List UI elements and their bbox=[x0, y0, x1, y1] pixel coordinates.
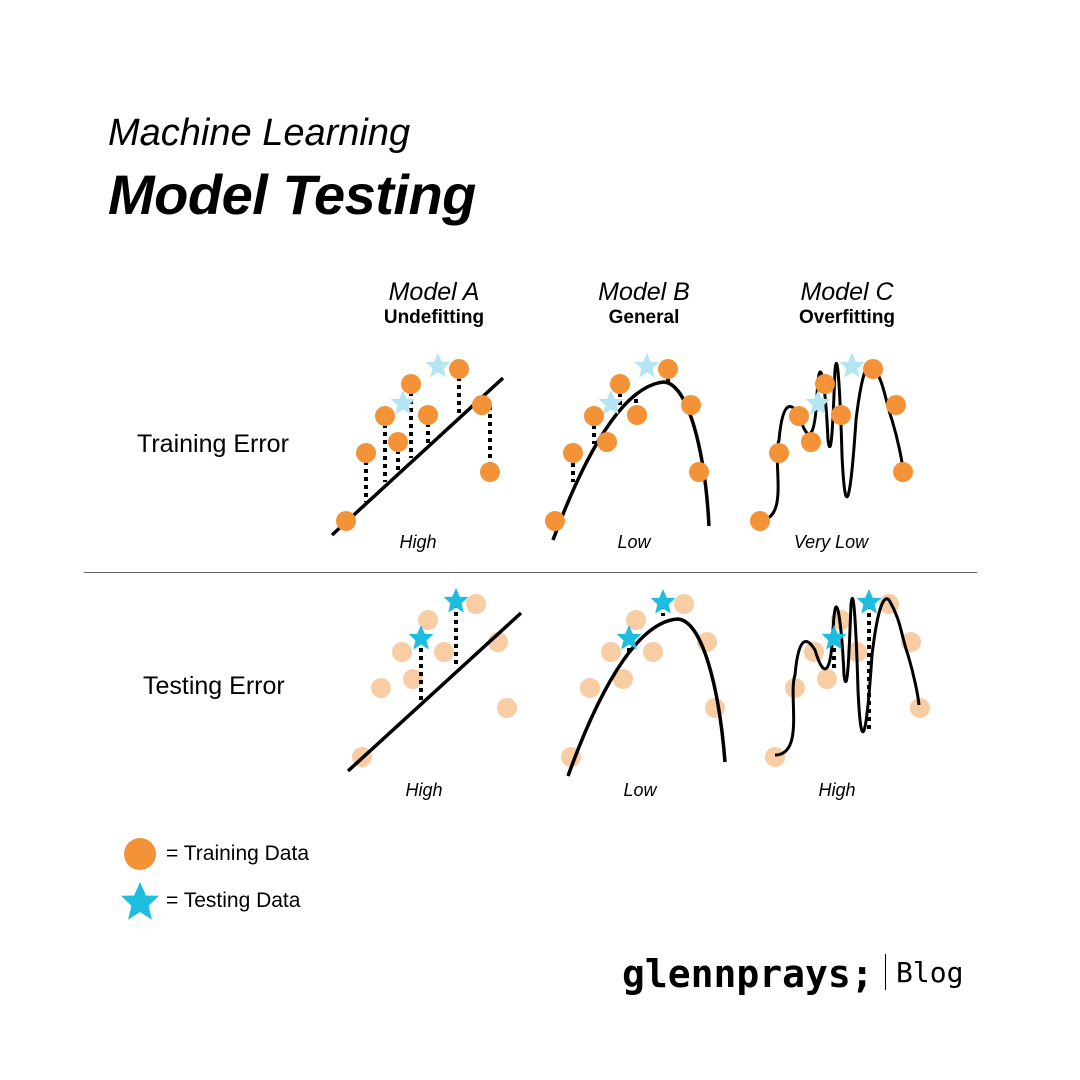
model-a-training-points bbox=[336, 359, 500, 531]
model-b-faded-training-points bbox=[561, 594, 725, 767]
model-c-testing-residuals bbox=[832, 605, 871, 730]
brand-blog-label: Blog bbox=[896, 956, 964, 989]
brand-logo: glennprays; bbox=[622, 952, 874, 996]
page-title: Model Testing bbox=[108, 163, 476, 226]
legend-testing-label: = Testing Data bbox=[166, 889, 301, 912]
model-c-test-fit-curve bbox=[774, 596, 921, 757]
model-b-test-fit-curve bbox=[566, 617, 727, 777]
model-a-training-residuals bbox=[364, 369, 492, 502]
model-a-testing-residuals bbox=[419, 604, 458, 702]
model-a-test-fit-line bbox=[346, 611, 523, 773]
model-a-faded-training-points bbox=[352, 594, 517, 767]
legend-training-marker bbox=[124, 838, 156, 870]
model-b-type: General bbox=[608, 307, 680, 328]
model-a-testing-points bbox=[408, 588, 469, 650]
model-c-type: Overfitting bbox=[798, 307, 896, 328]
legend-testing-marker bbox=[121, 882, 159, 920]
model-c-training-error: Very Low bbox=[793, 532, 869, 552]
model-b-testing-points bbox=[616, 589, 676, 650]
model-b-training-error: Low bbox=[617, 532, 651, 552]
model-b-testing-panel bbox=[561, 589, 727, 777]
model-a-type: Undefitting bbox=[383, 307, 485, 328]
model-b-testing-error: Low bbox=[623, 780, 657, 800]
model-b-training-points bbox=[545, 359, 709, 531]
model-b-fit-curve bbox=[551, 380, 711, 541]
model-a-testing-error: High bbox=[405, 780, 443, 800]
model-a-testing-panel bbox=[346, 588, 523, 773]
model-c-testing-error: High bbox=[818, 780, 856, 800]
testing-error-row-label: Testing Error bbox=[143, 672, 285, 700]
training-error-row-label: Training Error bbox=[137, 430, 289, 458]
model-b-training-panel bbox=[545, 353, 711, 541]
subtitle: Machine Learning bbox=[108, 112, 411, 154]
model-c-training-points bbox=[750, 359, 913, 531]
row-divider bbox=[84, 572, 977, 573]
model-c-testing-panel bbox=[765, 589, 930, 767]
model-b-name: Model B bbox=[598, 278, 690, 306]
model-a-training-panel bbox=[330, 353, 505, 537]
brand-separator bbox=[885, 954, 886, 990]
model-a-name: Model A bbox=[388, 278, 480, 306]
legend-training-label: = Training Data bbox=[166, 842, 310, 865]
model-c-training-panel bbox=[750, 353, 913, 531]
model-a-training-error: High bbox=[399, 532, 437, 552]
model-c-name: Model C bbox=[800, 278, 894, 306]
